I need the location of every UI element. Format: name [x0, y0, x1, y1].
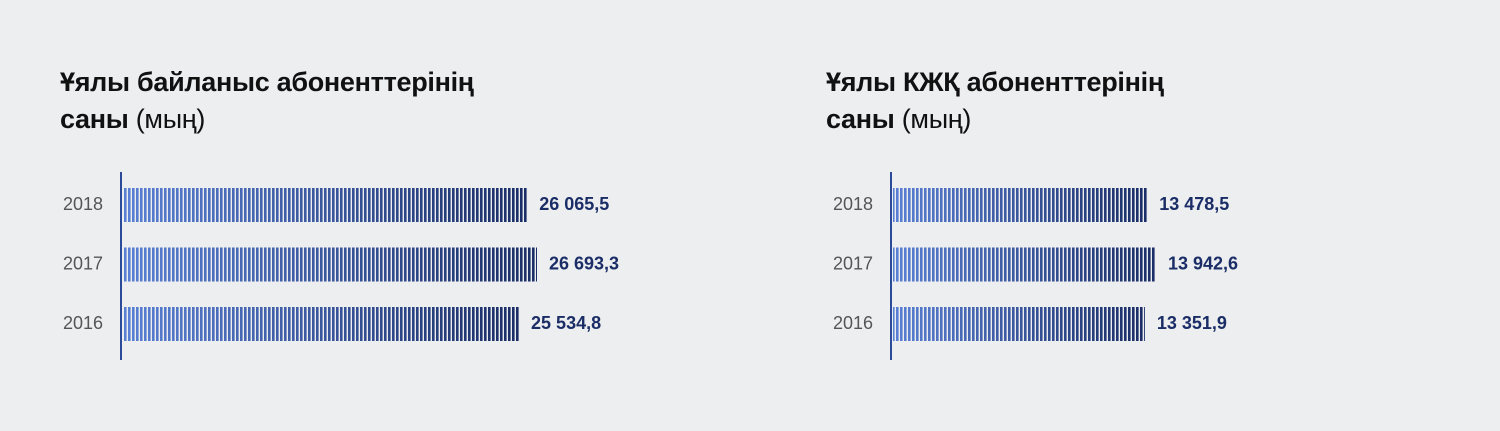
- value-label: 25 534,8: [531, 313, 601, 333]
- bar: [893, 307, 1145, 341]
- y-tick-label: 2016: [63, 313, 103, 333]
- y-tick-label: 2017: [833, 253, 873, 273]
- value-label: 26 065,5: [539, 194, 609, 214]
- y-tick-label: 2018: [833, 194, 873, 214]
- chart: 2018 26 065,5 2017 26 693,3 2016 25 534,8: [63, 172, 619, 360]
- chart-title-block: Ұялы КЖҚ абоненттерінің саны (мың): [826, 64, 1226, 138]
- chart-unit: (мың): [901, 104, 972, 134]
- value-label: 26 693,3: [549, 253, 619, 273]
- bar: [123, 247, 537, 282]
- y-tick-label: 2018: [63, 194, 103, 214]
- value-label: 13 942,6: [1168, 253, 1238, 273]
- bar: [123, 307, 520, 341]
- chart: 2018 13 478,5 2017 13 942,6 2016 13 351,9: [833, 172, 1238, 360]
- chart-title: Ұялы байланыс абоненттерінің саны: [60, 67, 474, 134]
- chart-title: Ұялы КЖҚ абоненттерінің саны: [826, 67, 1164, 134]
- bar: [893, 188, 1148, 222]
- chart-unit: (мың): [135, 104, 206, 134]
- bar: [893, 247, 1156, 282]
- chart-title-block: Ұялы байланыс абоненттерінің саны (мың): [60, 64, 520, 138]
- bar: [123, 188, 528, 222]
- value-label: 13 478,5: [1159, 194, 1229, 214]
- value-label: 13 351,9: [1157, 313, 1227, 333]
- y-tick-label: 2017: [63, 253, 103, 273]
- y-tick-label: 2016: [833, 313, 873, 333]
